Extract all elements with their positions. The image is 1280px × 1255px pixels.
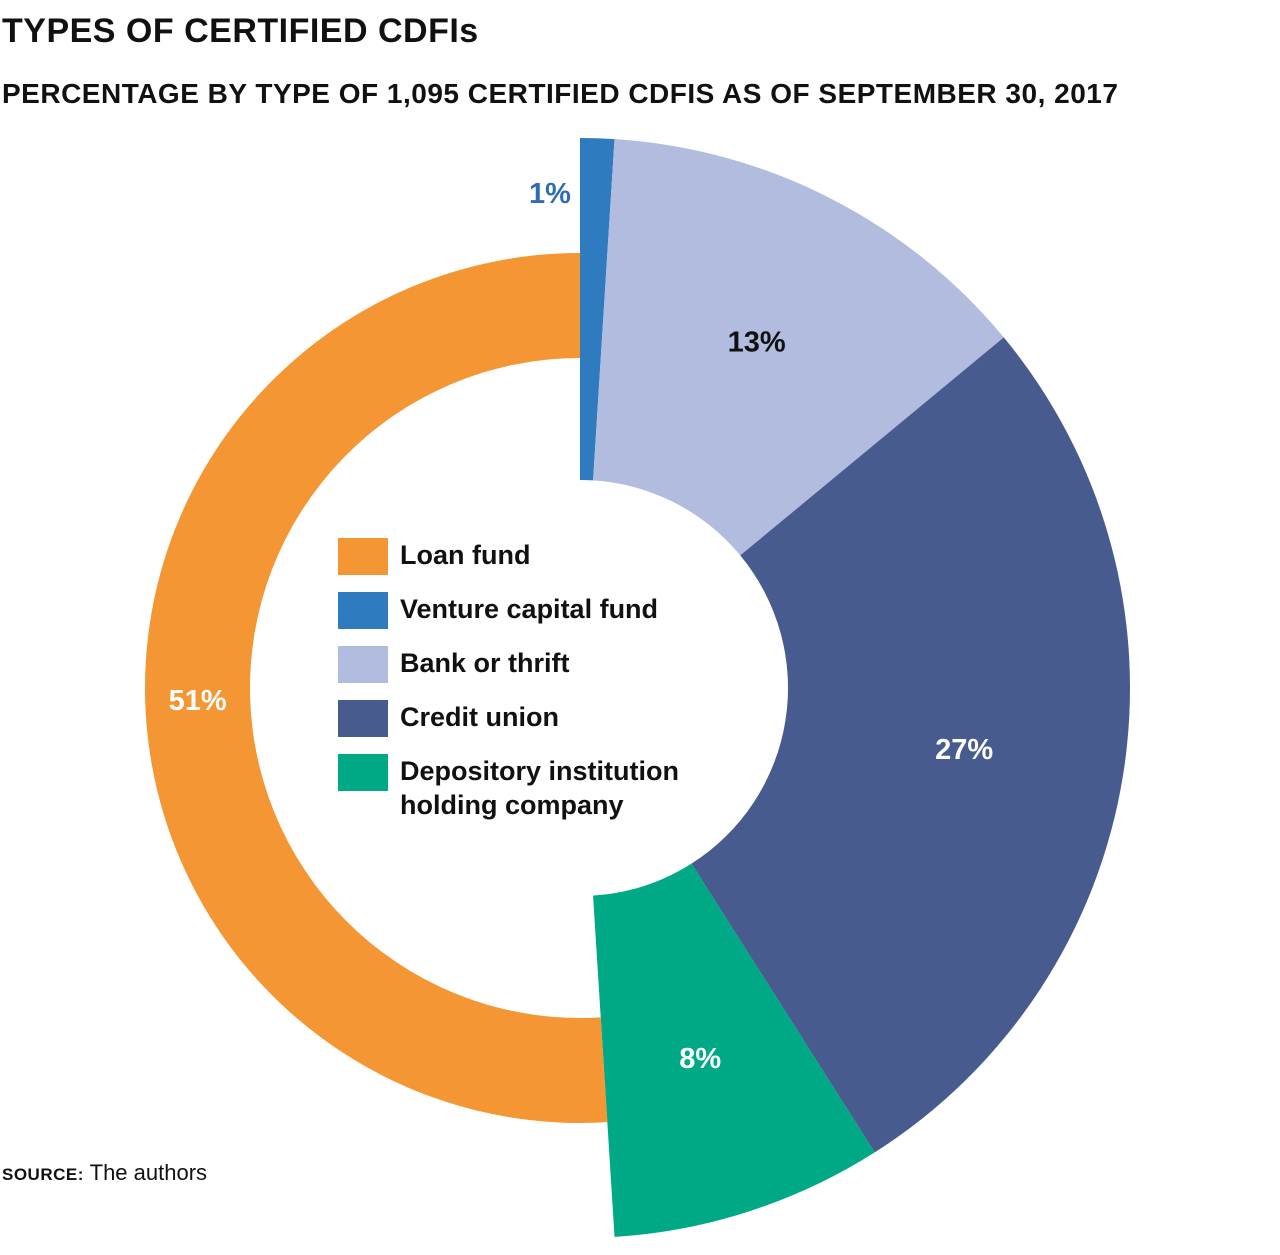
legend-label: Depository institution holding company [400,756,679,820]
source-text: The authors [89,1160,208,1185]
data-label: 13% [728,326,786,358]
slice-credit-union [691,337,1130,1153]
legend-label: Loan fund [400,540,531,570]
chart-subtitle: PERCENTAGE BY TYPE OF 1,095 CERTIFIED CD… [2,78,1119,109]
legend-label: Venture capital fund [400,594,659,624]
legend-swatch [338,646,388,683]
data-label: 1% [529,178,571,210]
source-label: SOURCE: [2,1165,84,1184]
slice-venture-capital-fund [580,138,615,481]
slice-bank-or-thrift [593,139,1004,556]
legend-item-bank-or-thrift: Bank or thrift [338,646,698,683]
data-label: 51% [169,685,227,717]
legend-item-venture-capital-fund: Venture capital fund [338,592,698,629]
legend-item-depository-institution-holding-company: Depository institution holding company [338,754,698,822]
data-label: 8% [679,1043,721,1075]
legend-swatch [338,592,388,629]
slice-depository-institution-holding-company [593,863,875,1237]
legend-swatch [338,754,388,791]
data-label: 27% [935,734,993,766]
legend-item-credit-union: Credit union [338,700,698,737]
legend-item-loan-fund: Loan fund [338,538,698,575]
legend-label: Bank or thrift [400,648,570,678]
source-note: SOURCE: The authors [2,1160,207,1186]
legend-swatch [338,538,388,575]
legend-swatch [338,700,388,737]
slice-loan-fund [144,253,608,1124]
legend: Loan fund Venture capital fund Bank or t… [338,538,698,839]
legend-label: Credit union [400,702,559,732]
chart-title: TYPES OF CERTIFIED CDFIs [2,12,479,50]
